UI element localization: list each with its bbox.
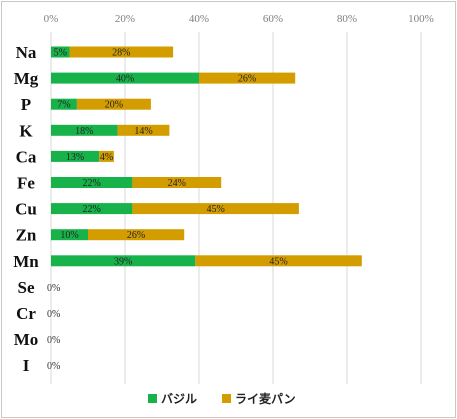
data-label: 26% — [238, 74, 256, 85]
x-tick-label: 40% — [189, 13, 209, 25]
x-tick-label: 60% — [263, 13, 283, 25]
data-label: 40% — [116, 74, 134, 85]
legend-label: ライ麦パン — [235, 391, 296, 406]
legend-label: バジル — [161, 392, 197, 406]
data-label: 0% — [47, 283, 60, 294]
legend-swatch — [222, 394, 231, 403]
data-label: 45% — [269, 256, 287, 267]
legend-swatch — [148, 394, 157, 403]
bar-segment — [88, 229, 185, 241]
data-label: 20% — [105, 100, 123, 111]
bar-segment — [51, 124, 118, 136]
bar-segment — [199, 72, 296, 84]
category-label: Fe — [17, 174, 35, 193]
data-label: 7% — [57, 100, 70, 111]
bar-segment — [99, 150, 114, 162]
bar-segment — [76, 98, 151, 110]
category-label: Na — [16, 43, 37, 62]
legend: バジル ライ麦パン — [148, 391, 296, 406]
category-label: Cu — [15, 200, 37, 219]
bar-segment — [69, 46, 174, 58]
data-label: 26% — [127, 230, 145, 241]
bar-segment — [51, 72, 199, 84]
data-label: 45% — [206, 204, 224, 215]
data-label: 0% — [47, 309, 60, 320]
bar-segment — [132, 203, 299, 215]
data-label: 13% — [66, 152, 84, 163]
category-label: Mn — [13, 252, 39, 271]
bar-segment — [51, 229, 88, 241]
category-label: Cr — [16, 304, 36, 323]
x-tick-label: 100% — [408, 13, 434, 25]
bar-segment — [117, 124, 170, 136]
category-labels: Na Mg PK Ca Fe Cu Zn Mn Se Cr Mo I — [13, 43, 39, 375]
data-label: 0% — [47, 335, 60, 346]
category-label: P — [21, 95, 31, 114]
bar-segment — [51, 203, 133, 215]
data-label: 39% — [114, 256, 132, 267]
data-label: 14% — [134, 126, 152, 137]
data-label: 22% — [83, 178, 101, 189]
data-label: 18% — [75, 126, 93, 137]
category-label: Mg — [14, 69, 39, 88]
category-label: Ca — [16, 147, 37, 166]
bar-segment — [132, 177, 222, 188]
category-label: I — [23, 356, 30, 375]
x-tick-label: 0% — [44, 13, 59, 25]
x-tick-label: 20% — [115, 13, 135, 25]
data-label: 22% — [83, 204, 101, 215]
bar-segment — [51, 46, 70, 58]
data-label: 5% — [54, 48, 67, 59]
category-label: Mo — [14, 330, 39, 349]
bar-segment — [195, 255, 362, 267]
category-label: Se — [18, 278, 35, 297]
category-label: K — [19, 121, 33, 140]
category-label: Zn — [16, 226, 37, 245]
data-label: 24% — [168, 178, 186, 189]
bars: 5% 28% 40% 26% 7% 20% 18% 14% 13% 4% 22% 24% 22% 45% 1… — [47, 46, 362, 372]
x-axis-ticks: 0% 20% 40% 60% 80% 100% — [44, 13, 434, 25]
data-label: 0% — [47, 361, 60, 372]
bar-segment — [51, 98, 77, 110]
x-tick-label: 80% — [337, 13, 357, 25]
data-label: 4% — [100, 152, 113, 163]
bar-segment — [51, 255, 196, 267]
data-label: 10% — [60, 230, 78, 241]
data-label: 28% — [112, 48, 130, 59]
bar-segment — [51, 150, 100, 162]
bar-segment — [51, 177, 133, 188]
